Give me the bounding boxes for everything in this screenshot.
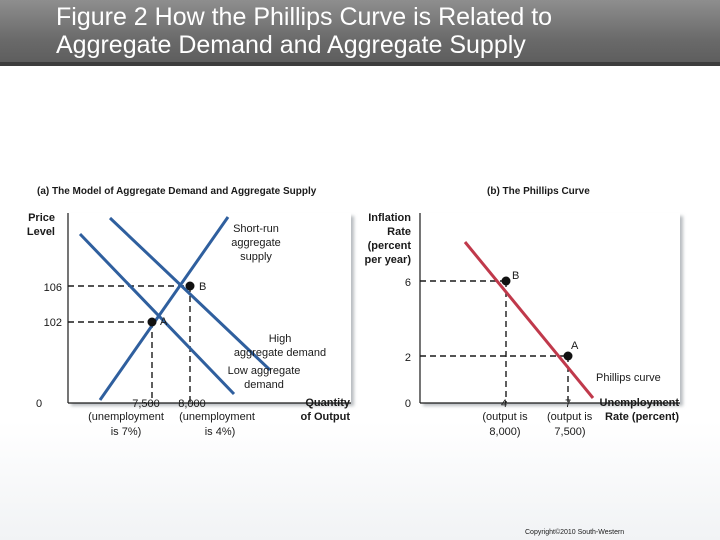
panel-b-point-a-label: A bbox=[571, 340, 579, 352]
panel-a-tick-7500-sub-2: is 7%) bbox=[111, 426, 142, 438]
panel-b-tick-7-sub-1: (output is bbox=[547, 411, 593, 423]
title-rule bbox=[0, 62, 720, 66]
panel-b-point-b bbox=[501, 276, 511, 286]
panel-b-tick-4-sub-1: (output is bbox=[482, 411, 528, 423]
low-ad-label-1: Low aggregate bbox=[228, 365, 301, 377]
high-ad-curve bbox=[108, 216, 272, 372]
sras-curve bbox=[98, 216, 230, 401]
high-ad-label-2: aggregate demand bbox=[234, 347, 326, 359]
panel-b-point-b-label: B bbox=[512, 270, 519, 282]
panel-a-x-label-1: Quantity bbox=[305, 397, 350, 409]
panel-a-origin: 0 bbox=[36, 398, 42, 410]
panel-b-origin: 0 bbox=[405, 398, 411, 410]
panel-b-y-label-4: per year) bbox=[365, 254, 412, 266]
panel-a-tick-7500: 7,500 bbox=[132, 398, 160, 410]
panel-a-point-a-label: A bbox=[160, 316, 168, 328]
panel-b-point-a bbox=[563, 351, 573, 361]
panel-b-y-label-1: Inflation bbox=[368, 212, 411, 224]
low-ad-label-2: demand bbox=[244, 379, 284, 391]
high-ad-label-1: High bbox=[269, 333, 292, 345]
phillips-curve-label: Phillips curve bbox=[596, 372, 661, 384]
panel-a-y-label-2: Level bbox=[27, 226, 55, 238]
panel-b-tick-7: 7 bbox=[565, 398, 571, 410]
title-bar: Figure 2 How the Phillips Curve is Relat… bbox=[0, 0, 720, 66]
panel-b-tick-4-sub-2: 8,000) bbox=[489, 426, 520, 438]
panel-b-tick-7-sub-2: 7,500) bbox=[554, 426, 585, 438]
phillips-curve-line bbox=[463, 241, 595, 399]
panel-b-x-label-1: Unemployment bbox=[600, 397, 680, 409]
panel-a-tick-102: 102 bbox=[44, 317, 62, 329]
panel-b-heading: (b) The Phillips Curve bbox=[487, 186, 590, 197]
title-line-1: Figure 2 How the Phillips Curve is Relat… bbox=[56, 3, 553, 31]
panel-b-x-label-2: Rate (percent) bbox=[605, 411, 679, 423]
panel-a-tick-8000-sub-1: (unemployment bbox=[179, 411, 255, 423]
figure-title: Figure 2 How the Phillips Curve is Relat… bbox=[56, 3, 696, 59]
panel-b-y-label-3: (percent bbox=[368, 240, 412, 252]
low-ad-curve bbox=[78, 232, 236, 396]
panel-a-x-label-2: of Output bbox=[301, 411, 351, 423]
copyright-notice: Copyright©2010 South-Western bbox=[525, 529, 625, 536]
panel-a-point-b-label: B bbox=[199, 281, 206, 293]
sras-label-2: aggregate bbox=[231, 237, 281, 249]
sras-label-1: Short-run bbox=[233, 223, 279, 235]
panel-a-tick-106: 106 bbox=[44, 282, 62, 294]
panel-a-heading: (a) The Model of Aggregate Demand and Ag… bbox=[37, 186, 317, 197]
panel-a-point-a bbox=[147, 317, 157, 327]
panel-a-tick-8000: 8,000 bbox=[178, 398, 206, 410]
title-line-2: Aggregate Demand and Aggregate Supply bbox=[56, 31, 526, 59]
panel-a-tick-8000-sub-2: is 4%) bbox=[205, 426, 236, 438]
panel-b-tick-2: 2 bbox=[405, 352, 411, 364]
panel-b-tick-4: 4 bbox=[501, 398, 507, 410]
panel-a-y-label-1: Price bbox=[28, 212, 55, 224]
panel-b-plot-area bbox=[420, 213, 680, 403]
panel-a-point-b bbox=[185, 281, 195, 291]
panel-a-tick-7500-sub-1: (unemployment bbox=[88, 411, 164, 423]
panel-b-y-label-2: Rate bbox=[387, 226, 411, 238]
panel-b-tick-6: 6 bbox=[405, 277, 411, 289]
sras-label-3: supply bbox=[240, 251, 272, 263]
